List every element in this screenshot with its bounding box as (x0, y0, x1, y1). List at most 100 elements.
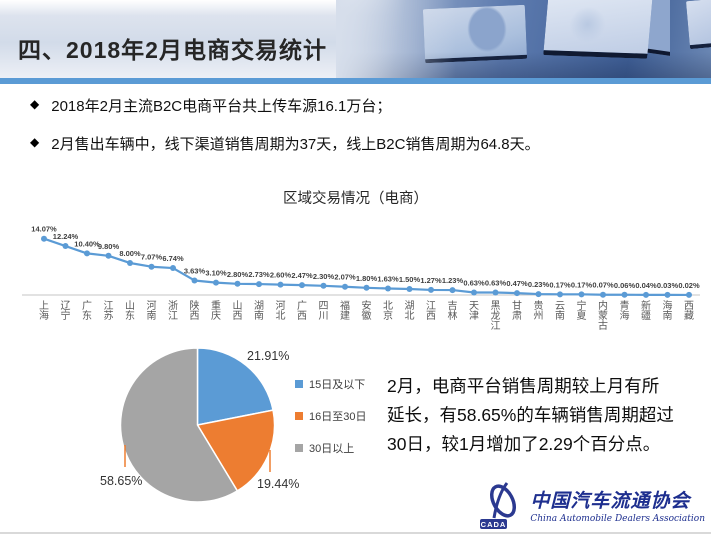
header-accent-bar (0, 78, 711, 84)
bullet-text: 2月售出车辆中，线下渠道销售周期为37天，线上B2C销售周期为64.8天。 (51, 136, 540, 153)
svg-text:陕西: 陕西 (190, 299, 200, 322)
data-point-marker (170, 265, 176, 272)
pie-value-label: 21.91% (247, 349, 289, 363)
pie-chart-canvas: 21.91% 19.44% 58.65% (100, 347, 299, 503)
data-point-marker (148, 263, 155, 270)
data-point-marker (191, 277, 198, 284)
data-point-marker (256, 281, 262, 288)
data-point-marker (428, 286, 434, 293)
svg-text:1.50%: 1.50% (399, 275, 421, 284)
svg-text:天津: 天津 (469, 301, 479, 322)
logo-name-cn: 中国汽车流通协会 (530, 490, 691, 512)
bullet-text: 2018年2月主流B2C电商平台共上传车源16.1万台； (51, 98, 392, 115)
svg-text:2.80%: 2.80% (227, 270, 249, 279)
svg-text:0.02%: 0.02% (678, 281, 700, 290)
svg-text:山东: 山东 (125, 300, 135, 322)
commentary-line: 30日，较1月增加了2.29个百分点。 (387, 434, 661, 454)
pie-value-label: 19.44% (257, 477, 299, 491)
legend-item: 16日至30日 (295, 408, 366, 424)
data-point-marker (342, 283, 348, 290)
svg-text:上海: 上海 (39, 300, 49, 322)
svg-text:内蒙古: 内蒙古 (598, 299, 608, 332)
data-point-marker (600, 291, 606, 298)
svg-text:河南: 河南 (147, 300, 157, 322)
data-point-marker (664, 291, 671, 298)
bullet-item: ◆ 2月售出车辆中，线下渠道销售周期为37天，线上B2C销售周期为64.8天。 (30, 133, 540, 154)
pie-value-label: 58.65% (100, 474, 142, 488)
data-point-marker (213, 279, 219, 286)
data-point-marker (363, 284, 370, 291)
data-point-marker (62, 243, 69, 250)
cada-emblem-icon: CADA (480, 482, 517, 529)
logo-text: 中国汽车流通协会 China Automobile Dealers Associ… (530, 486, 705, 524)
data-point-marker (643, 291, 649, 298)
sales-cycle-pie-chart: 21.91% 19.44% 58.65% (60, 338, 380, 518)
slide-header: 四、2018年2月电商交易统计 (0, 0, 711, 78)
commentary-line: 2月，电商平台销售周期较上月有所 (387, 376, 660, 396)
svg-text:黑龙江: 黑龙江 (491, 300, 501, 332)
svg-text:1.63%: 1.63% (377, 274, 399, 283)
data-point-marker (686, 291, 692, 298)
data-point-marker (234, 280, 241, 287)
data-point-marker (41, 235, 47, 242)
svg-text:辽宁: 辽宁 (61, 300, 71, 322)
svg-text:0.17%: 0.17% (571, 280, 593, 289)
summary-bullets: ◆ 2018年2月主流B2C电商平台共上传车源16.1万台； ◆ 2月售出车辆中… (30, 95, 540, 171)
svg-text:0.04%: 0.04% (635, 281, 657, 290)
data-point-marker (492, 289, 499, 296)
cada-logo: CADA 中国汽车流通协会 China Automobile Dealers A… (478, 480, 705, 530)
cada-badge: CADA (481, 520, 507, 529)
commentary-text: 2月，电商平台销售周期较上月有所 延长，有58.65%的车辆销售周期超过 30日… (387, 372, 709, 459)
svg-text:2.07%: 2.07% (334, 273, 356, 282)
pie-legend: 15日及以下 16日至30日 30日以上 (295, 376, 366, 456)
line-chart-title: 区域交易情况（电商） (283, 191, 428, 207)
svg-text:青海: 青海 (620, 299, 630, 322)
trend-line-series (41, 235, 692, 298)
diamond-bullet-icon: ◆ (30, 97, 40, 111)
svg-text:7.07%: 7.07% (141, 253, 163, 262)
header-decoration-cubes (336, 0, 711, 78)
svg-text:0.63%: 0.63% (485, 278, 507, 287)
svg-text:安徽: 安徽 (362, 299, 372, 322)
svg-text:8.00%: 8.00% (119, 249, 141, 258)
svg-text:0.03%: 0.03% (657, 281, 679, 290)
svg-text:1.80%: 1.80% (356, 274, 378, 283)
svg-text:14.07%: 14.07% (31, 225, 57, 234)
svg-text:甘肃: 甘肃 (512, 299, 522, 322)
pie-slice (196, 409, 276, 492)
svg-text:10.40%: 10.40% (74, 239, 100, 248)
data-point-marker (621, 291, 628, 298)
data-point-marker (127, 260, 133, 266)
legend-item: 30日以上 (295, 440, 366, 456)
svg-text:0.17%: 0.17% (549, 280, 571, 289)
svg-text:0.06%: 0.06% (614, 281, 636, 290)
svg-text:吉林: 吉林 (448, 300, 458, 322)
legend-label: 15日及以下 (309, 379, 366, 391)
svg-text:6.74%: 6.74% (162, 254, 184, 263)
decoration-fade (336, 0, 711, 78)
commentary-line: 延长，有58.65%的车辆销售周期超过 (387, 405, 674, 425)
data-point-marker (535, 291, 542, 298)
pie-slices (119, 347, 276, 503)
svg-text:湖北: 湖北 (405, 300, 415, 322)
svg-text:北京: 北京 (383, 300, 393, 322)
data-point-marker (514, 290, 520, 297)
pie-slice (196, 347, 274, 426)
data-labels: 14.07%12.24%10.40%9.80%8.00% 7.07% 6.74%3.… (31, 225, 700, 290)
x-axis-labels: 上海辽宁广东江苏山东河南浙江陕西重庆山西湖南河北广西四川福建安徽北京湖北江西吉林… (39, 299, 694, 332)
legend-swatch-icon (295, 380, 303, 388)
legend-label: 16日至30日 (309, 411, 367, 423)
bullet-item: ◆ 2018年2月主流B2C电商平台共上传车源16.1万台； (30, 95, 540, 116)
svg-text:9.80%: 9.80% (98, 242, 120, 251)
svg-text:广东: 广东 (82, 300, 92, 322)
data-point-marker (84, 250, 90, 257)
svg-text:0.47%: 0.47% (506, 279, 528, 288)
data-point-marker (406, 286, 413, 292)
svg-text:3.10%: 3.10% (205, 269, 227, 278)
pie-labels: 21.91% 19.44% 58.65% (100, 349, 299, 491)
pie-slice (119, 347, 239, 503)
svg-text:0.23%: 0.23% (528, 280, 550, 289)
svg-text:贵州: 贵州 (534, 299, 544, 322)
svg-text:重庆: 重庆 (211, 299, 221, 322)
svg-text:1.27%: 1.27% (420, 276, 442, 285)
